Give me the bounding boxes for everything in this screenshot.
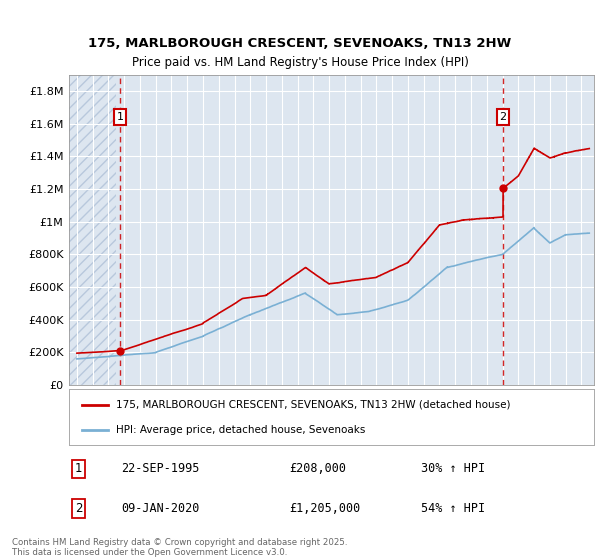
Text: 30% ↑ HPI: 30% ↑ HPI <box>421 463 485 475</box>
Text: 175, MARLBOROUGH CRESCENT, SEVENOAKS, TN13 2HW (detached house): 175, MARLBOROUGH CRESCENT, SEVENOAKS, TN… <box>116 400 511 409</box>
Text: 175, MARLBOROUGH CRESCENT, SEVENOAKS, TN13 2HW: 175, MARLBOROUGH CRESCENT, SEVENOAKS, TN… <box>88 38 512 50</box>
Text: 2: 2 <box>499 112 506 122</box>
Text: £208,000: £208,000 <box>290 463 347 475</box>
Text: 09-JAN-2020: 09-JAN-2020 <box>121 502 200 515</box>
Text: 1: 1 <box>116 112 124 122</box>
Text: 1: 1 <box>75 463 82 475</box>
Text: 22-SEP-1995: 22-SEP-1995 <box>121 463 200 475</box>
Text: Contains HM Land Registry data © Crown copyright and database right 2025.
This d: Contains HM Land Registry data © Crown c… <box>12 538 347 557</box>
Text: 2: 2 <box>75 502 82 515</box>
Text: £1,205,000: £1,205,000 <box>290 502 361 515</box>
Text: 54% ↑ HPI: 54% ↑ HPI <box>421 502 485 515</box>
Text: Price paid vs. HM Land Registry's House Price Index (HPI): Price paid vs. HM Land Registry's House … <box>131 56 469 69</box>
Text: HPI: Average price, detached house, Sevenoaks: HPI: Average price, detached house, Seve… <box>116 425 365 435</box>
